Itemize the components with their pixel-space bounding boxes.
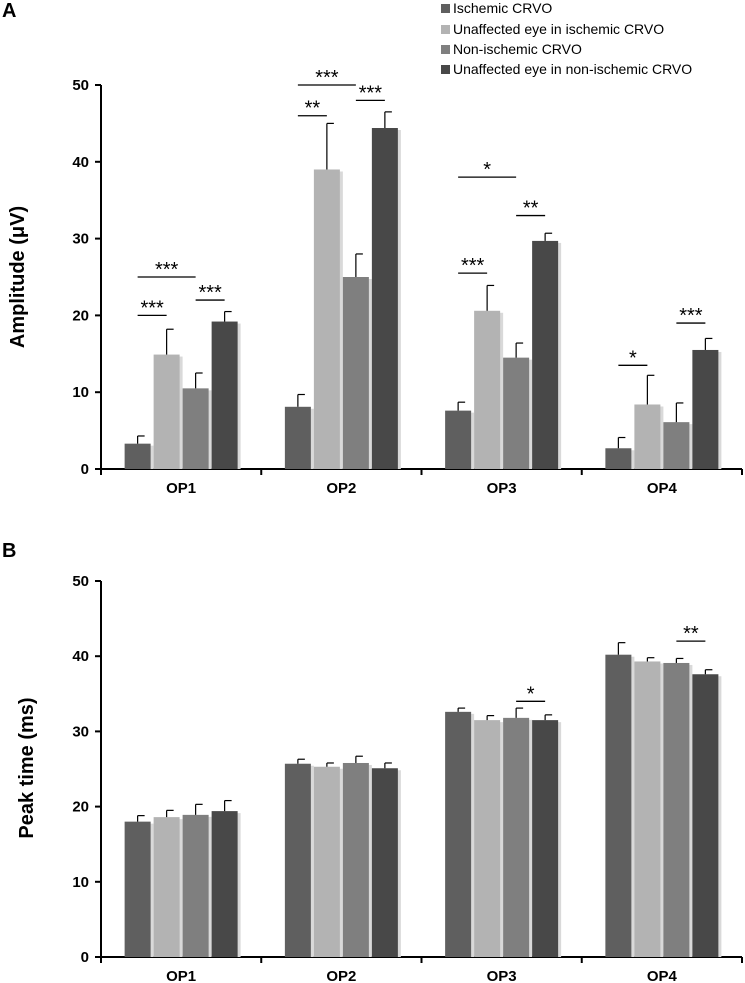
amplitude-bar [211, 321, 238, 469]
legend-swatch-non-ischemic [441, 45, 450, 54]
amplitude-category-label: OP2 [326, 480, 356, 497]
amplitude-significance-label: * [483, 159, 491, 181]
amplitude-y-axis-title: Amplitude (μV) [7, 206, 29, 348]
panel-letter-a: A [2, 0, 16, 22]
amplitude-bar [503, 357, 530, 469]
amplitude-significance-label: ** [305, 98, 321, 120]
amplitude-significance-label: *** [198, 282, 222, 304]
peak-time-bar [342, 762, 369, 957]
amplitude-bar [634, 404, 661, 469]
legend-item-unaffected-ischemic: Unaffected eye in ischemic CRVO [441, 21, 664, 37]
peak-time-y-tick-label: 20 [72, 799, 89, 816]
peak-time-significance-label: ** [683, 623, 699, 645]
peak-time-category-label: OP4 [647, 968, 678, 983]
peak-time-bar [445, 711, 472, 957]
amplitude-bar [284, 406, 311, 469]
amplitude-bar [313, 169, 340, 470]
amplitude-category-label: OP4 [647, 480, 678, 497]
amplitude-significance-label: *** [679, 305, 703, 327]
amplitude-y-tick-label: 30 [72, 231, 89, 248]
legend-label-ischemic: Ischemic CRVO [453, 0, 552, 16]
peak-time-bar [605, 654, 632, 957]
legend-swatch-unaffected-ischemic [441, 25, 450, 34]
amplitude-significance-label: ** [523, 198, 539, 220]
peak-time-y-tick-label: 10 [72, 874, 89, 891]
peak-time-bar [124, 821, 151, 957]
legend-swatch-unaffected-non-ischemic [441, 65, 450, 74]
peak-time-bar [692, 674, 719, 957]
peak-time-bar [532, 720, 559, 957]
amplitude-bar [342, 277, 369, 469]
amplitude-bar [692, 349, 719, 469]
amplitude-bar [371, 128, 398, 469]
amplitude-significance-label: *** [140, 297, 164, 319]
panel-letter-b: B [2, 540, 16, 562]
peak-time-bar [634, 661, 661, 957]
peak-time-bar [371, 768, 398, 957]
peak-time-bar [182, 814, 209, 957]
peak-time-bar [503, 717, 530, 957]
peak-time-category-label: OP3 [487, 968, 517, 983]
peak-time-category-label: OP1 [166, 968, 196, 983]
peak-time-y-tick-label: 40 [72, 648, 89, 665]
amplitude-bar [445, 410, 472, 469]
amplitude-bar [124, 443, 151, 469]
peak-time-y-axis-title: Peak time (ms) [16, 697, 38, 838]
legend-label-unaffected-ischemic: Unaffected eye in ischemic CRVO [453, 21, 664, 37]
amplitude-bar [182, 388, 209, 469]
amplitude-significance-label: *** [155, 259, 179, 281]
peak-time-category-label: OP2 [326, 968, 356, 983]
amplitude-bar [663, 422, 690, 469]
legend-label-non-ischemic: Non-ischemic CRVO [453, 41, 582, 57]
amplitude-significance-label: *** [359, 82, 383, 104]
amplitude-bar [605, 448, 632, 469]
legend-item-unaffected-non-ischemic: Unaffected eye in non-ischemic CRVO [441, 61, 692, 77]
amplitude-bar [474, 310, 501, 469]
peak-time-bar [663, 662, 690, 957]
peak-time-bar [474, 720, 501, 957]
amplitude-category-label: OP1 [166, 480, 196, 497]
legend-label-unaffected-non-ischemic: Unaffected eye in non-ischemic CRVO [453, 61, 692, 77]
amplitude-category-label: OP3 [487, 480, 517, 497]
legend-swatch-ischemic [441, 4, 450, 13]
amplitude-y-tick-label: 20 [72, 307, 89, 324]
amplitude-bar [153, 354, 180, 469]
peak-time-bar [211, 811, 238, 957]
amplitude-significance-label: *** [315, 67, 339, 89]
peak-time-significance-label: * [527, 683, 535, 705]
peak-time-y-tick-label: 50 [72, 573, 89, 590]
amplitude-significance-label: * [629, 347, 637, 369]
amplitude-y-tick-label: 0 [81, 461, 89, 478]
peak-time-bar [313, 766, 340, 957]
amplitude-y-tick-label: 40 [72, 154, 89, 171]
amplitude-y-tick-label: 10 [72, 384, 89, 401]
peak-time-bar [284, 763, 311, 957]
amplitude-y-tick-label: 50 [72, 77, 89, 94]
peak-time-y-tick-label: 0 [81, 949, 89, 966]
legend-item-ischemic: Ischemic CRVO [441, 0, 552, 16]
peak-time-y-tick-label: 30 [72, 723, 89, 740]
legend: Ischemic CRVO Unaffected eye in ischemic… [441, 0, 692, 77]
amplitude-significance-label: *** [461, 255, 485, 277]
peak-time-bar [153, 817, 180, 957]
legend-item-non-ischemic: Non-ischemic CRVO [441, 41, 582, 57]
amplitude-bar [532, 240, 559, 469]
